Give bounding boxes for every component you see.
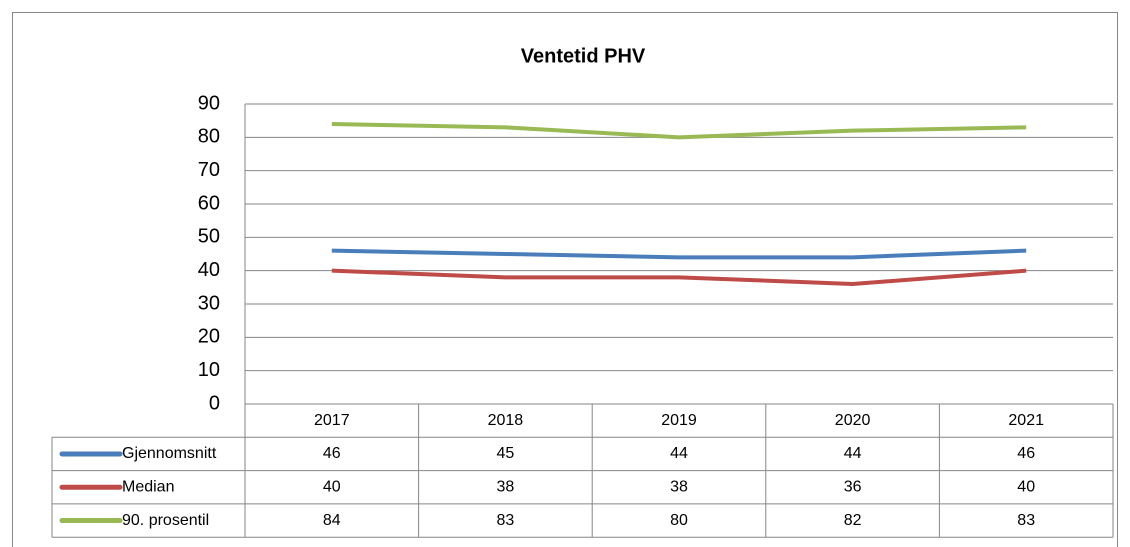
data-label: 46: [1017, 445, 1035, 462]
y-tick-label: 70: [198, 159, 220, 181]
y-tick-label: 50: [198, 226, 220, 248]
data-label: 46: [323, 445, 341, 462]
chart-border: [12, 12, 1118, 547]
x-tick-label: 2019: [661, 412, 697, 429]
data-label: 82: [844, 512, 862, 529]
data-label: 38: [670, 478, 688, 495]
data-label: 38: [497, 478, 515, 495]
series-line: [331, 122, 1027, 140]
legend-label: Gjennomsnitt: [122, 445, 217, 462]
data-label: 83: [497, 512, 515, 529]
legend-label: Median: [122, 478, 174, 495]
data-label: 44: [844, 445, 862, 462]
data-label: 83: [1017, 512, 1035, 529]
y-tick-label: 0: [209, 392, 220, 414]
data-label: 36: [844, 478, 862, 495]
y-tick-label: 90: [198, 92, 220, 114]
x-tick-label: 2021: [1008, 412, 1044, 429]
y-tick-label: 20: [198, 326, 220, 348]
data-label: 84: [323, 512, 341, 529]
x-tick-label: 2017: [314, 412, 350, 429]
x-tick-label: 2018: [488, 412, 524, 429]
data-label: 40: [1017, 478, 1035, 495]
y-tick-label: 40: [198, 259, 220, 281]
series-line: [331, 268, 1027, 286]
data-label: 80: [670, 512, 688, 529]
x-tick-label: 2020: [835, 412, 871, 429]
data-label: 45: [497, 445, 515, 462]
y-tick-label: 10: [198, 359, 220, 381]
y-tick-label: 60: [198, 192, 220, 214]
series-line: [331, 248, 1027, 260]
legend-label: 90. prosentil: [122, 512, 209, 529]
y-tick-label: 30: [198, 292, 220, 314]
data-label: 44: [670, 445, 688, 462]
y-tick-label: 80: [198, 126, 220, 148]
data-label: 40: [323, 478, 341, 495]
chart-title: Ventetid PHV: [521, 45, 646, 67]
